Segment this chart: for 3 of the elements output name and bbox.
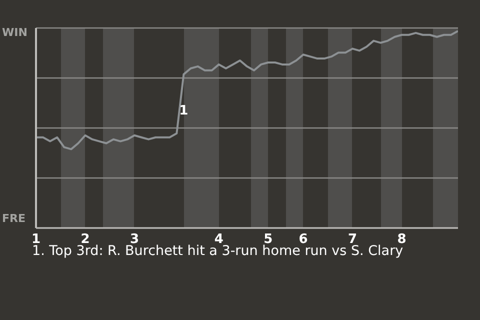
text: WIN	[2, 26, 28, 39]
annotation: 1	[179, 103, 188, 118]
text: FRE	[2, 212, 26, 225]
